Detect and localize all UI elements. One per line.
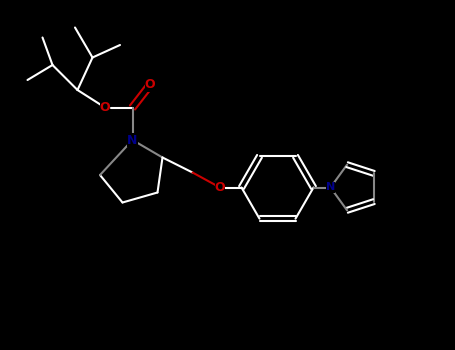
- Text: O: O: [100, 101, 110, 114]
- Text: N: N: [326, 182, 335, 192]
- Text: N: N: [127, 133, 138, 147]
- Text: O: O: [145, 78, 155, 91]
- Text: O: O: [215, 181, 225, 194]
